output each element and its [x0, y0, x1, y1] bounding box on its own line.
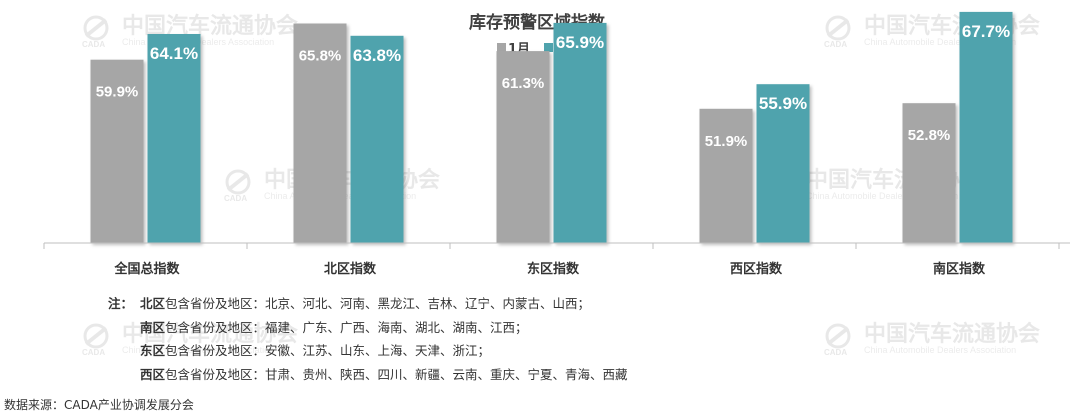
data-label-south-series-1: 52.8%: [908, 127, 951, 144]
bar-east-series-1: [496, 51, 550, 243]
data-label-national-series-1: 59.9%: [96, 84, 139, 101]
svg-text:CADA: CADA: [824, 348, 847, 356]
data-label-east-series-2: 65.9%: [556, 33, 604, 52]
note-provinces-north: 北京、河北、河南、黑龙江、吉林、辽宁、内蒙古、山西；: [265, 296, 591, 311]
note-region-east: 东区: [140, 343, 166, 358]
bar-north-series-1: [293, 23, 347, 243]
category-label-west: 西区指数: [729, 262, 782, 277]
legend-swatch-1: [496, 43, 506, 52]
note-line-west: 西区包含省份及地区：甘肃、贵州、陕西、四川、新疆、云南、重庆、宁夏、青海、西藏: [108, 363, 628, 387]
data-label-south-series-2: 67.7%: [962, 22, 1010, 41]
category-label-national: 全国总指数: [114, 262, 180, 277]
bar-south-series-1: [902, 103, 956, 243]
category-label-south: 南区指数: [932, 262, 985, 277]
bar-west-series-2: [756, 84, 810, 243]
data-label-west-series-1: 51.9%: [705, 133, 748, 150]
bar-national-series-1: [90, 59, 144, 244]
note-provinces-east: 安徽、江苏、山东、上海、天津、浙江；: [265, 343, 491, 358]
note-suffix: 包含省份及地区：: [165, 366, 266, 382]
data-source: 数据来源：CADA产业协调发展分会: [4, 398, 194, 412]
data-label-north-series-1: 65.8%: [299, 48, 342, 65]
note-region-north: 北区: [140, 296, 166, 311]
data-label-east-series-1: 61.3%: [502, 75, 545, 92]
watermark-bottom-right: CADA 中国汽车流通协会 China Automobile Dealers A…: [818, 322, 1040, 356]
note-region-west: 西区: [140, 366, 166, 382]
note-line-east: 东区包含省份及地区：安徽、江苏、山东、上海、天津、浙江；: [108, 339, 628, 363]
data-label-west-series-2: 55.9%: [759, 94, 807, 113]
note-suffix: 包含省份及地区：: [165, 319, 266, 335]
note-suffix: 包含省份及地区：: [165, 296, 266, 311]
category-label-east: 东区指数: [526, 262, 579, 277]
bar-national-series-2: [147, 34, 201, 243]
category-label-north: 北区指数: [323, 262, 376, 277]
data-label-national-series-2: 64.1%: [150, 44, 198, 63]
watermark-name-en: China Automobile Dealers Association: [864, 345, 1017, 356]
notes-block: 注： 北区包含省份及地区：北京、河北、河南、黑龙江、吉林、辽宁、内蒙古、山西； 南…: [108, 292, 628, 386]
bar-chart: 59.9% 64.1% 65.8% 63.8% 61.3% 65.9% 51.9% 55.9%…: [43, 11, 1070, 249]
data-label-north-series-2: 63.8%: [353, 46, 401, 65]
bar-west-series-1: [699, 108, 753, 243]
bar-south-series-2: [959, 11, 1013, 244]
svg-text:CADA: CADA: [82, 348, 105, 356]
bar-north-series-2: [350, 35, 404, 243]
legend-swatch-2: [544, 43, 553, 52]
note-line-north: 注： 北区包含省份及地区：北京、河北、河南、黑龙江、吉林、辽宁、内蒙古、山西；: [108, 292, 628, 316]
note-region-south: 南区: [140, 319, 166, 335]
watermark-name-cn: 中国汽车流通协会: [864, 321, 1041, 347]
note-provinces-south: 福建、广东、广西、海南、湖北、湖南、江西；: [265, 319, 528, 335]
cada-logo-icon: CADA: [824, 323, 851, 356]
note-provinces-west: 甘肃、贵州、陕西、四川、新疆、云南、重庆、宁夏、青海、西藏: [265, 366, 628, 382]
note-prefix: 注：: [108, 296, 134, 311]
note-line-south: 南区包含省份及地区：福建、广东、广西、海南、湖北、湖南、江西；: [108, 316, 628, 340]
bar-east-series-2: [553, 22, 607, 244]
note-suffix: 包含省份及地区：: [165, 343, 266, 358]
